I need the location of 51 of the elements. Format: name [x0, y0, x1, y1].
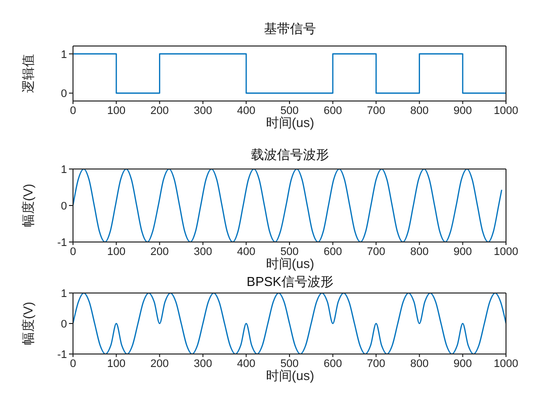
x-tick-label: 800	[410, 358, 429, 370]
x-tick-label: 900	[454, 358, 472, 370]
y-tick-label: 1	[60, 288, 67, 300]
x-tick-label: 900	[454, 246, 472, 258]
x-tick-label: 800	[410, 246, 429, 258]
x-tick-label: 600	[324, 104, 342, 117]
x-tick-label: 0	[70, 358, 76, 370]
y-tick-label: -1	[57, 348, 67, 361]
x-tick-label: 700	[366, 104, 386, 117]
x-tick-label: 200	[150, 104, 169, 117]
y-tick-label: 0	[60, 200, 67, 212]
x-tick-label: 600	[324, 358, 342, 370]
chart-title: 载波信号波形	[250, 146, 330, 164]
x-axis-title: 时间(us)	[264, 256, 316, 271]
x-tick-label: 700	[366, 246, 386, 258]
x-axis-title: 时间(us)	[264, 115, 316, 130]
x-tick-label: 1000	[494, 358, 518, 370]
y-axis-title: 幅度(V)	[20, 184, 36, 228]
y-axis-title: 幅度(V)	[20, 302, 36, 346]
x-tick-label: 300	[194, 246, 212, 258]
y-tick-label: 1	[60, 164, 67, 176]
y-axis-title: 逻辑值	[20, 54, 36, 93]
x-tick-label: 1000	[494, 104, 518, 117]
x-tick-label: 400	[237, 104, 256, 117]
chart-title: 基带信号	[263, 20, 317, 38]
x-tick-label: 500	[280, 246, 299, 258]
x-tick-label: 300	[194, 104, 212, 117]
x-tick-label: 500	[280, 358, 299, 370]
x-tick-label: 200	[150, 246, 169, 258]
x-tick-label: 100	[107, 104, 126, 117]
x-tick-label: 900	[454, 104, 472, 117]
x-tick-label: 700	[366, 358, 386, 370]
line-series	[73, 169, 502, 242]
x-tick-label: 400	[237, 246, 256, 258]
y-tick-label: 0	[60, 88, 67, 100]
x-tick-label: 0	[70, 246, 76, 258]
x-tick-label: 800	[410, 104, 429, 117]
y-tick-label: 1	[60, 48, 67, 61]
x-tick-label: 300	[194, 358, 212, 370]
x-tick-label: 1000	[494, 246, 518, 258]
x-tick-label: 100	[107, 358, 126, 370]
x-tick-label: 200	[150, 358, 169, 370]
x-tick-label: 600	[324, 246, 342, 258]
x-axis-title: 时间(us)	[264, 368, 316, 383]
chart-title: BPSK信号波形	[246, 273, 334, 291]
x-tick-label: 0	[70, 104, 76, 117]
x-tick-label: 500	[280, 104, 299, 117]
y-tick-label: -1	[57, 236, 67, 249]
x-tick-label: 100	[107, 246, 126, 258]
y-tick-label: 0	[60, 318, 67, 330]
x-tick-label: 400	[237, 358, 256, 370]
